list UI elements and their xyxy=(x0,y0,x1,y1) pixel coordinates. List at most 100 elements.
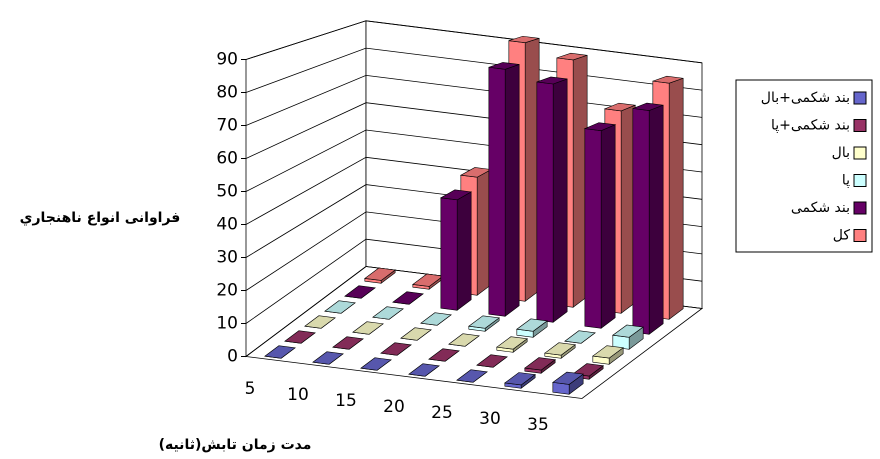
y-tick-label: 90 xyxy=(216,50,238,70)
x-tick-label: 5 xyxy=(245,379,256,399)
bar xyxy=(364,267,396,284)
bar-top xyxy=(552,371,584,385)
x-axis-title: مدت زمان تابش(ثانيه) xyxy=(159,437,312,453)
bar xyxy=(392,291,424,305)
bar-top xyxy=(496,336,528,350)
bar xyxy=(428,348,460,362)
legend-swatch xyxy=(853,201,867,215)
y-tick-label: 80 xyxy=(216,83,238,103)
x-tick-label: 15 xyxy=(335,391,357,411)
grid-line xyxy=(245,47,703,93)
legend-label: پا xyxy=(842,173,850,189)
y-tick-label: 40 xyxy=(216,215,238,235)
bar xyxy=(439,189,473,311)
y-tick-label: 50 xyxy=(216,182,238,202)
bar-top xyxy=(544,342,576,356)
bar-top xyxy=(572,363,604,377)
bar-top xyxy=(524,357,556,371)
bar xyxy=(420,312,452,326)
y-tick-label: 60 xyxy=(216,149,238,169)
bar-top xyxy=(476,354,508,368)
bar-top xyxy=(372,306,404,320)
legend-box xyxy=(735,79,873,253)
legend-swatch xyxy=(853,174,867,187)
bar xyxy=(332,336,364,350)
bar xyxy=(476,354,508,368)
bar xyxy=(352,321,384,335)
bar-side xyxy=(668,77,684,320)
bar xyxy=(488,62,520,317)
bar xyxy=(504,372,536,389)
y-tick-label: 10 xyxy=(216,314,238,334)
bar-top xyxy=(400,327,432,341)
bar-top xyxy=(583,122,617,131)
bar xyxy=(380,342,412,356)
bar xyxy=(552,371,584,395)
bar-top xyxy=(380,342,412,356)
bar xyxy=(592,345,624,365)
bar xyxy=(408,363,440,377)
x-tick-label: 10 xyxy=(287,385,309,405)
bar-top xyxy=(516,318,548,332)
bar xyxy=(583,122,617,329)
bar-top xyxy=(488,62,520,70)
bar-front xyxy=(584,128,602,329)
bar xyxy=(632,102,664,335)
bar xyxy=(400,327,432,341)
bar xyxy=(456,369,488,383)
bar-top xyxy=(448,333,480,347)
bar-top xyxy=(332,336,364,350)
y-tick-label: 20 xyxy=(216,281,238,301)
legend-swatch xyxy=(853,91,867,105)
bar-top xyxy=(603,102,637,112)
legend-swatch xyxy=(853,146,867,160)
x-tick-label: 20 xyxy=(383,397,405,417)
bar-top xyxy=(264,345,296,359)
bar-side xyxy=(600,124,616,329)
bar xyxy=(284,330,316,344)
bar xyxy=(572,363,604,380)
bar xyxy=(372,306,404,320)
bar xyxy=(468,315,500,332)
bar xyxy=(516,318,548,338)
bar-top xyxy=(408,363,440,377)
bar-front xyxy=(536,81,554,323)
bar-front xyxy=(440,197,458,311)
legend-label: بند شکمی xyxy=(791,200,850,216)
x-tick-label: 35 xyxy=(527,415,549,435)
bar-front xyxy=(632,108,650,335)
bar-top xyxy=(592,345,624,359)
bar-top xyxy=(456,369,488,383)
legend-label: بال xyxy=(832,145,850,161)
bar-top xyxy=(428,348,460,362)
bar-top xyxy=(468,315,500,329)
x-tick-label: 30 xyxy=(479,409,501,429)
bar xyxy=(304,315,336,329)
bar-top xyxy=(284,330,316,344)
bar-top xyxy=(304,315,336,329)
bar-top xyxy=(392,291,424,305)
bar xyxy=(312,351,344,365)
grid-line xyxy=(245,20,703,64)
bar-side xyxy=(456,191,472,311)
bar xyxy=(412,273,444,290)
bar-top xyxy=(632,102,664,111)
y-tick-label: 70 xyxy=(216,116,238,136)
bar-top xyxy=(556,52,588,61)
bar-top xyxy=(612,324,644,338)
x-tick-label: 25 xyxy=(431,403,453,423)
bar xyxy=(612,324,644,350)
y-tick-label: 30 xyxy=(216,248,238,268)
bar-top xyxy=(364,267,396,281)
bar-top xyxy=(439,189,473,201)
bar xyxy=(264,345,296,359)
legend-label: بند شکمی+پا xyxy=(771,118,850,134)
legend-swatch xyxy=(853,229,867,242)
bar-front xyxy=(488,66,506,317)
legend-label: بند شکمی+بال xyxy=(761,90,850,106)
bar-top xyxy=(344,285,376,299)
bar-side xyxy=(552,78,568,323)
bar xyxy=(360,357,392,371)
bar-top xyxy=(652,75,684,84)
